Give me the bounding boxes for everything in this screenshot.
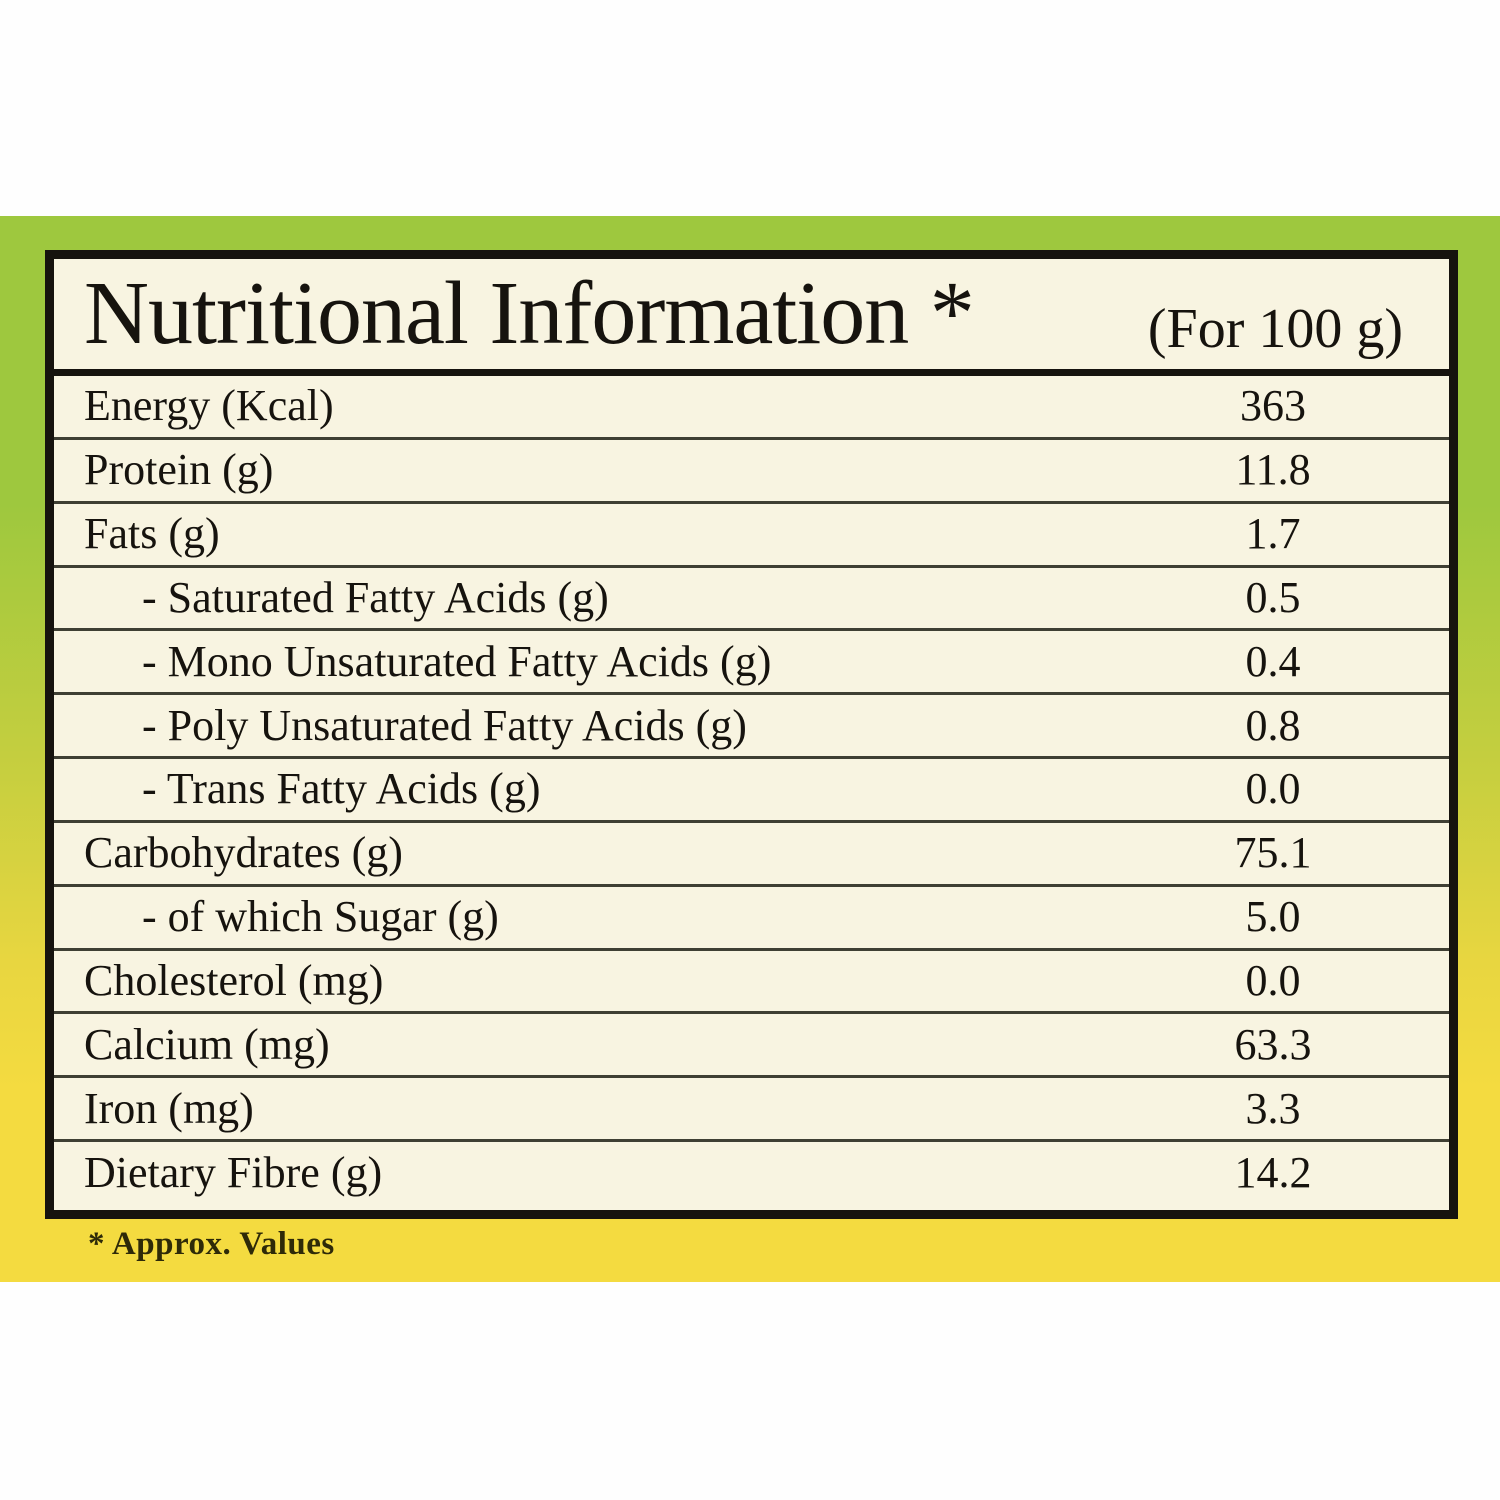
nutrient-value: 63.3 [1234, 1019, 1312, 1069]
nutrient-value: 1.7 [1245, 509, 1301, 559]
nutrient-label: - of which Sugar (g) [142, 892, 499, 942]
nutrient-label: Calcium (mg) [84, 1019, 330, 1069]
nutrient-value: 0.8 [1245, 700, 1301, 750]
nutrient-label: Carbohydrates (g) [84, 828, 403, 878]
table-title: Nutritional Information * [84, 264, 975, 363]
serving-size-note: (For 100 g) [1147, 298, 1403, 360]
table-row: Cholesterol (mg) 0.0 [54, 947, 1449, 1012]
table-row: Carbohydrates (g) 75.1 [54, 819, 1449, 884]
nutrition-rows: Energy (Kcal) 363 Protein (g) 11.8 Fats (g) 1… [54, 376, 1449, 1203]
nutrient-value: 0.0 [1245, 956, 1301, 1006]
table-row: Dietary Fibre (g) 14.2 [54, 1139, 1449, 1203]
table-row: Fats (g) 1.7 [54, 500, 1449, 565]
nutrient-value: 11.8 [1235, 445, 1311, 495]
nutrient-value: 363 [1240, 381, 1306, 431]
table-row: - Mono Unsaturated Fatty Acids (g) 0.4 [54, 628, 1449, 692]
table-row: Energy (Kcal) 363 [54, 376, 1449, 437]
nutrient-label: Iron (mg) [84, 1083, 254, 1133]
table-row: Protein (g) 11.8 [54, 436, 1449, 501]
nutrient-value: 5.0 [1245, 892, 1301, 942]
nutrient-label: - Poly Unsaturated Fatty Acids (g) [142, 700, 747, 750]
table-row: - Poly Unsaturated Fatty Acids (g) 0.8 [54, 692, 1449, 756]
nutrition-table: Nutritional Information * (For 100 g) En… [45, 250, 1458, 1219]
nutrient-value: 0.4 [1245, 636, 1301, 686]
nutrient-value: 3.3 [1245, 1083, 1301, 1133]
nutrient-value: 0.0 [1245, 764, 1301, 814]
table-row: Iron (mg) 3.3 [54, 1075, 1449, 1139]
footnote: * Approx. Values [88, 1226, 335, 1262]
table-row: - Trans Fatty Acids (g) 0.0 [54, 756, 1449, 820]
table-row: - Saturated Fatty Acids (g) 0.5 [54, 564, 1449, 629]
nutrient-label: Energy (Kcal) [84, 381, 334, 431]
nutrient-label: Dietary Fibre (g) [84, 1147, 383, 1197]
table-row: - of which Sugar (g) 5.0 [54, 883, 1449, 948]
table-row: Calcium (mg) 63.3 [54, 1011, 1449, 1075]
nutrient-value: 75.1 [1234, 828, 1312, 878]
nutrient-label: Cholesterol (mg) [84, 956, 384, 1006]
nutrient-label: - Trans Fatty Acids (g) [142, 764, 541, 814]
nutrient-label: - Mono Unsaturated Fatty Acids (g) [142, 636, 772, 686]
nutrient-label: Fats (g) [84, 509, 220, 559]
nutrient-label: Protein (g) [84, 445, 274, 495]
nutrient-value: 0.5 [1245, 572, 1301, 622]
nutrient-label: - Saturated Fatty Acids (g) [142, 572, 609, 622]
table-header: Nutritional Information * (For 100 g) [54, 259, 1449, 376]
nutrient-value: 14.2 [1234, 1147, 1312, 1197]
